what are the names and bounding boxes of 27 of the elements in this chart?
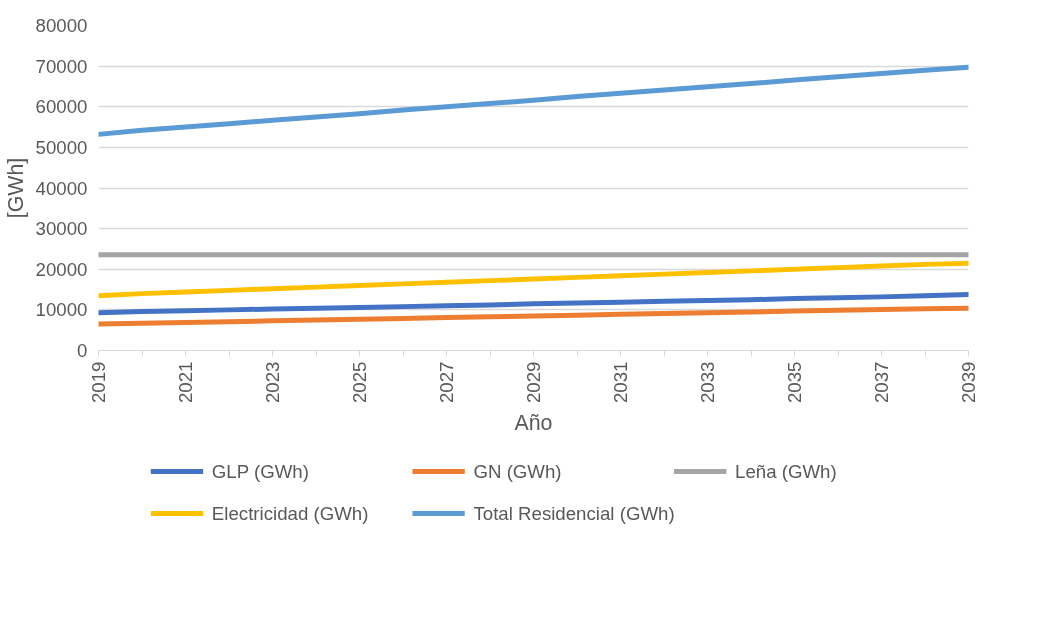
x-axis-title: Año — [514, 411, 553, 435]
y-tick-label: 20000 — [35, 258, 88, 280]
y-tick-label: 80000 — [35, 15, 88, 36]
x-tick-label: 2033 — [697, 361, 718, 403]
x-tick-label: 2023 — [262, 361, 283, 403]
y-tick-label: 30000 — [35, 218, 88, 240]
y-tick-label: 50000 — [35, 136, 88, 158]
x-tick-label: 2027 — [436, 361, 457, 403]
x-tick-label: 2029 — [523, 361, 544, 403]
legend-label: GLP (GWh) — [211, 461, 309, 482]
legend-label: Electricidad (GWh) — [211, 503, 369, 524]
y-tick-label: 40000 — [35, 177, 88, 199]
x-tick-label: 2031 — [610, 361, 631, 403]
y-tick-label: 70000 — [35, 55, 88, 77]
x-tick-label: 2019 — [88, 361, 109, 403]
y-tick-label: 0 — [77, 340, 88, 361]
x-tick-label: 2025 — [349, 361, 370, 403]
y-tick-label: 10000 — [35, 299, 88, 321]
y-axis-title: [GWh] — [3, 157, 28, 219]
y-tick-label: 60000 — [35, 96, 88, 118]
legend-label: GN (GWh) — [473, 461, 562, 482]
x-tick-label: 2039 — [958, 361, 979, 403]
legend-label: Leña (GWh) — [735, 461, 837, 482]
x-tick-label: 2037 — [871, 361, 892, 403]
x-tick-label: 2021 — [175, 361, 196, 403]
x-tick-label: 2035 — [784, 361, 805, 403]
legend-label: Total Residencial (GWh) — [473, 503, 675, 524]
